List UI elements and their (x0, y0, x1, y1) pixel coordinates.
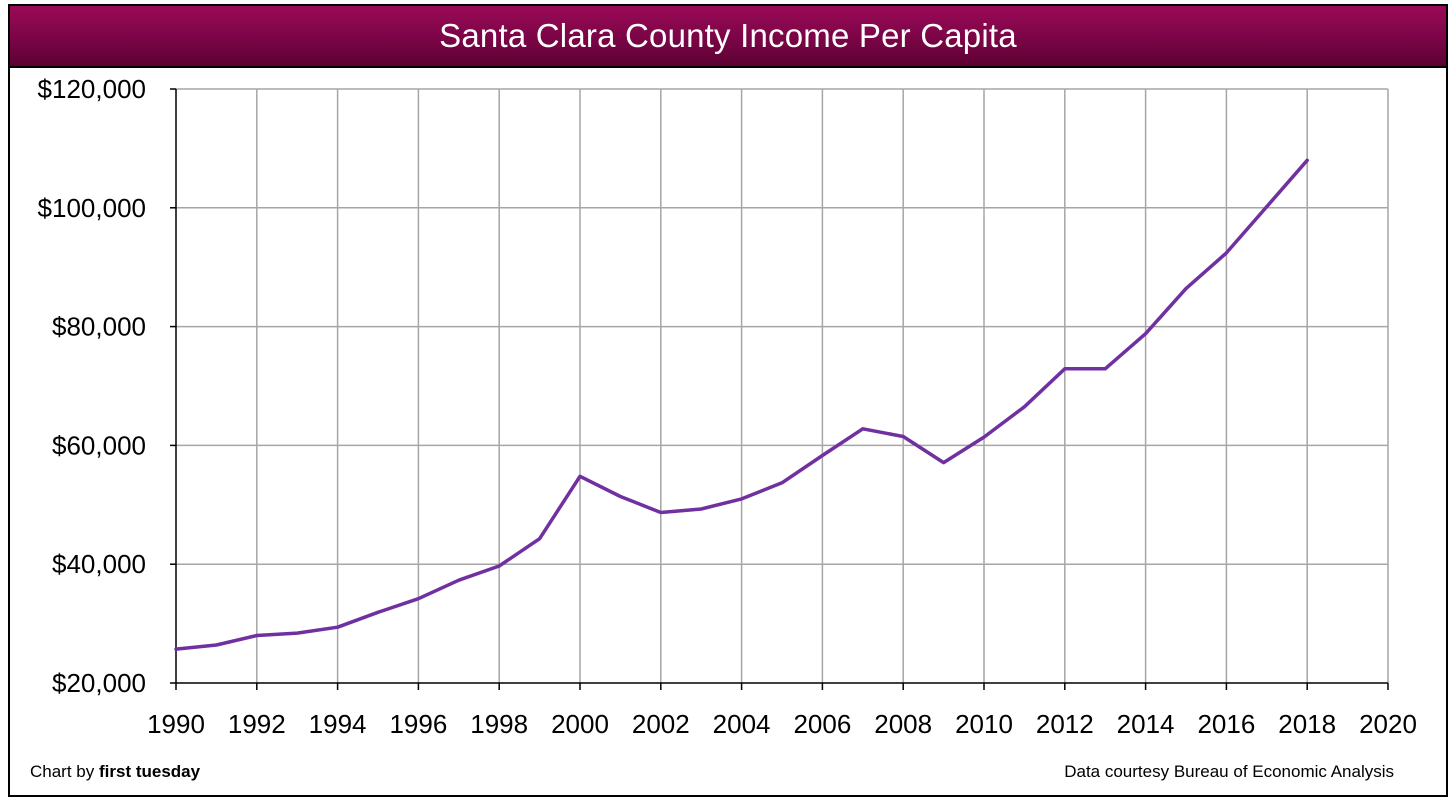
data-source: Data courtesy Bureau of Economic Analysi… (1064, 762, 1394, 782)
x-tick-label: 1990 (147, 709, 205, 739)
x-tick-label: 2006 (793, 709, 851, 739)
x-tick-label: 2010 (955, 709, 1013, 739)
y-tick-label: $60,000 (52, 430, 146, 460)
x-tick-label: 2008 (874, 709, 932, 739)
x-tick-label: 2016 (1197, 709, 1255, 739)
x-tick-label: 1996 (389, 709, 447, 739)
chart-credit: Chart by first tuesday (30, 762, 200, 782)
x-tick-label: 2000 (551, 709, 609, 739)
y-tick-label: $20,000 (52, 668, 146, 698)
x-tick-label: 2002 (632, 709, 690, 739)
x-tick-label: 1992 (228, 709, 286, 739)
y-tick-label: $40,000 (52, 549, 146, 579)
credit-brand: first tuesday (99, 762, 200, 781)
x-tick-label: 2012 (1036, 709, 1094, 739)
y-tick-label: $100,000 (38, 193, 146, 223)
x-tick-label: 2014 (1117, 709, 1175, 739)
x-tick-label: 2020 (1359, 709, 1417, 739)
credit-prefix: Chart by (30, 762, 99, 781)
y-tick-label: $80,000 (52, 312, 146, 342)
y-tick-label: $120,000 (38, 74, 146, 104)
x-tick-label: 1998 (470, 709, 528, 739)
x-tick-label: 2004 (713, 709, 771, 739)
x-tick-label: 2018 (1278, 709, 1336, 739)
x-tick-label: 1994 (309, 709, 367, 739)
